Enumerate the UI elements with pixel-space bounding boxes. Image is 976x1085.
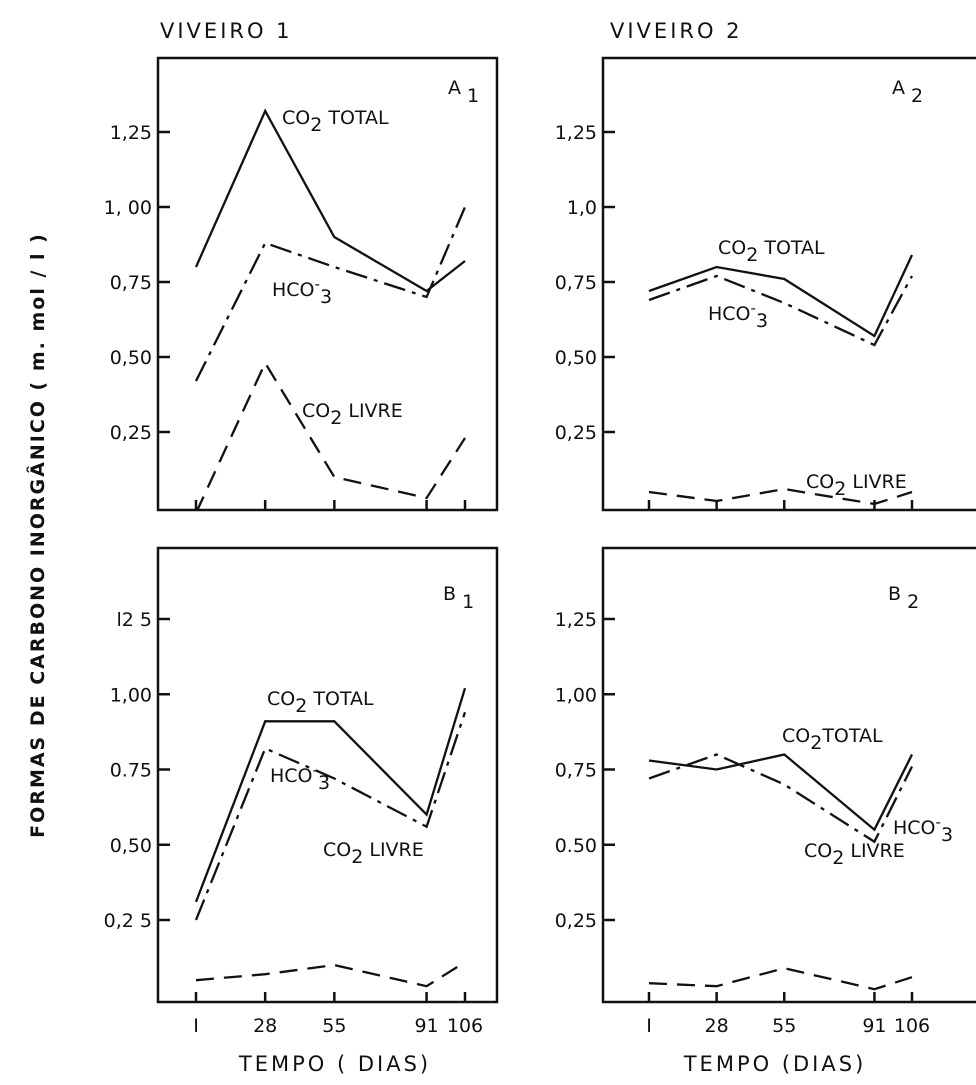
series-label: HCO-3 <box>893 813 953 846</box>
x-tick-label: 106 <box>447 1015 483 1037</box>
y-tick-label: 0,2 5 <box>104 910 152 932</box>
series-label: CO2 TOTAL <box>267 688 374 717</box>
series-line-dashdot <box>648 274 914 347</box>
y-tick-label: 1, 00 <box>104 197 152 219</box>
series-line-solid <box>194 687 467 903</box>
series-label: CO2 TOTAL <box>718 237 825 266</box>
x-axis-label-left: TEMPO ( DIAS) <box>238 1052 431 1076</box>
y-tick-label: 0,75 <box>555 272 597 294</box>
series-label: CO2TOTAL <box>782 725 883 754</box>
y-tick-label: 0,50 <box>555 347 597 369</box>
y-tick-label: 1,00 <box>555 684 597 706</box>
series-label: CO2 LIVRE <box>804 840 905 869</box>
series-line-dashed <box>195 961 466 988</box>
x-tick-label: I <box>646 1015 652 1037</box>
series-label: CO2 LIVRE <box>806 471 907 500</box>
x-tick-label: 91 <box>862 1015 886 1037</box>
y-tick-label: 0,25 <box>555 910 597 932</box>
panel-a1: 0,25 0,50 0,75 1, 00 1,25 CO2 TOTAL HCO-3 CO2 L… <box>104 56 499 512</box>
x-tick-label: 106 <box>894 1015 930 1037</box>
x-axis-label-right: TEMPO (DIAS) <box>683 1052 867 1076</box>
panel-a2: 0,25 0,50 0,75 1,0 1,25 CO2 TOTAL HCO-3 CO2 LIV… <box>555 56 976 512</box>
series-label: HCO-3 <box>272 275 332 308</box>
column-header-viveiro-2: VIVEIRO 2 <box>610 19 743 43</box>
series-label: CO2 TOTAL <box>282 107 389 136</box>
plot-frame <box>156 546 499 1004</box>
x-tick-label: 28 <box>705 1015 729 1037</box>
plot-frame <box>601 546 976 1004</box>
column-header-viveiro-1: VIVEIRO 1 <box>160 19 293 43</box>
series-line-solid <box>194 108 466 293</box>
panel-letter: B 2 <box>888 583 919 613</box>
series-line-dashed <box>196 360 466 510</box>
panel-letter: A 2 <box>892 77 923 107</box>
plot-frame <box>156 56 499 512</box>
y-tick-label: 1,00 <box>110 684 152 706</box>
series-line-dashdot <box>194 711 467 921</box>
panel-letter: A 1 <box>448 77 479 107</box>
series-label: CO2 LIVRE <box>323 839 424 868</box>
series-line-solid <box>648 753 914 832</box>
y-tick-label: 0,25 <box>555 422 597 444</box>
x-tick-label: I <box>193 1015 199 1037</box>
series-line-solid <box>648 254 914 338</box>
series-label: CO2 LIVRE <box>302 400 403 429</box>
panel-b1: 0,2 5 0,50 0.75 1,00 l2 5 I 28 55 91 106 CO2 TOTAL… <box>104 546 499 1037</box>
panel-letter: B 1 <box>443 583 474 613</box>
series-line-dashed <box>648 487 913 506</box>
y-tick-label: l2 5 <box>117 609 153 631</box>
y-tick-label: 0.50 <box>555 835 597 857</box>
y-tick-label: 0,25 <box>110 422 152 444</box>
panel-b2: 0,25 0.50 0,75 1,00 1,25 I 28 55 91 106 CO2TOTAL HC… <box>555 546 976 1037</box>
y-tick-label: 1,25 <box>555 122 597 144</box>
y-tick-label: 0,75 <box>555 760 597 782</box>
x-tick-label: 55 <box>772 1015 796 1037</box>
y-tick-label: 1,25 <box>110 122 152 144</box>
y-axis-label: FORMAS DE CARBONO INORGÂNICO ( m. mol / … <box>26 232 49 838</box>
series-label: HCO-3 <box>270 761 330 794</box>
x-tick-label: 28 <box>253 1015 277 1037</box>
y-tick-label: 1,0 <box>567 197 597 219</box>
y-tick-label: 0,75 <box>110 272 152 294</box>
x-tick-label: 55 <box>322 1015 346 1037</box>
plot-frame <box>601 56 976 512</box>
series-line-dashed <box>648 967 913 991</box>
series-line-dashdot <box>648 753 914 844</box>
y-tick-label: 0,50 <box>110 835 152 857</box>
y-tick-label: 1,25 <box>555 609 597 631</box>
series-label: HCO-3 <box>708 299 768 332</box>
x-tick-label: 91 <box>414 1015 438 1037</box>
y-tick-label: 0,50 <box>110 347 152 369</box>
y-tick-label: 0.75 <box>110 760 152 782</box>
